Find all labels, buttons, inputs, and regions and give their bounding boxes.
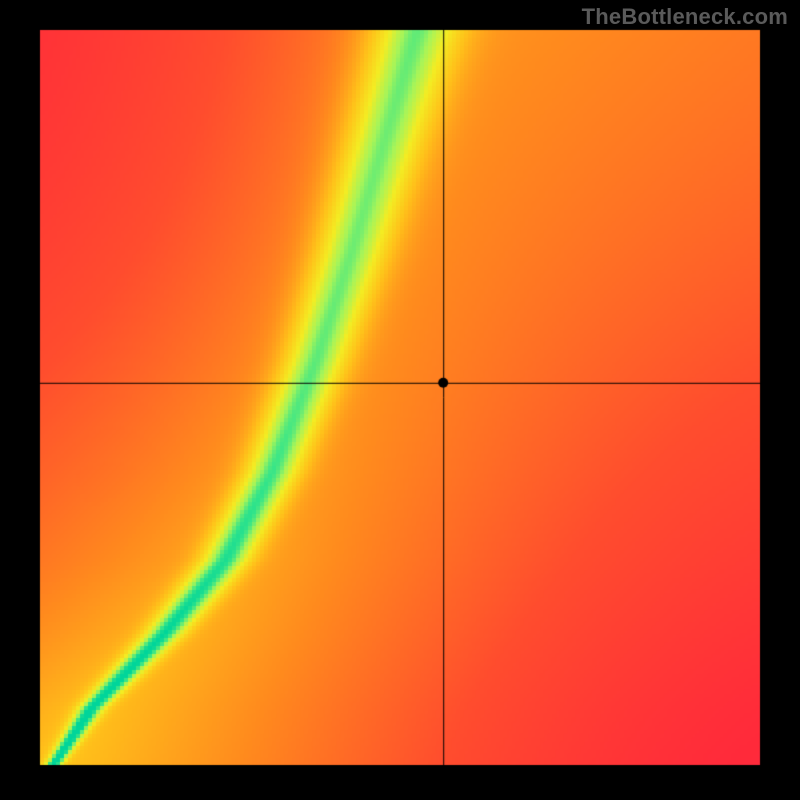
watermark-text: TheBottleneck.com [582, 4, 788, 30]
chart-container: TheBottleneck.com [0, 0, 800, 800]
bottleneck-heatmap-canvas [0, 0, 800, 800]
